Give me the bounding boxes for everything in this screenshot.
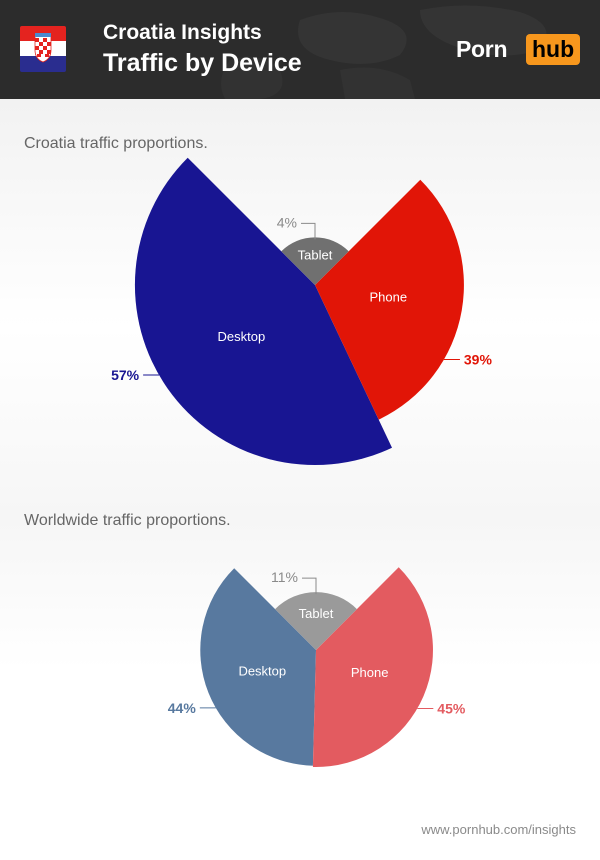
chart-title-croatia: Croatia traffic proportions.: [24, 135, 208, 152]
page-subtitle: Traffic by Device: [103, 49, 302, 77]
pie-slice-tablet: [275, 592, 357, 650]
chart-title-worldwide: Worldwide traffic proportions.: [24, 512, 231, 529]
footer-url[interactable]: www.pornhub.com/insights: [421, 822, 576, 837]
value-label-phone: 45%: [437, 701, 466, 717]
slice-label-phone: Phone: [351, 665, 389, 680]
page-title: Croatia Insights: [103, 21, 262, 44]
logo-text-right: hub: [526, 34, 581, 65]
leader-line-tablet: [302, 577, 317, 595]
pie-slice-tablet: [281, 237, 349, 285]
slice-label-tablet: Tablet: [299, 606, 334, 621]
pie-slice-desktop: [200, 568, 316, 766]
slice-label-desktop: Desktop: [238, 663, 286, 678]
world-map-background: [221, 5, 547, 99]
pie-slice-phone: [315, 179, 464, 420]
value-label-desktop: 57%: [111, 367, 140, 383]
header: Croatia Insights Traffic by Device Porn …: [0, 0, 600, 99]
value-label-tablet: 4%: [277, 214, 297, 230]
slice-label-phone: Phone: [370, 290, 408, 305]
pie-slice-desktop: [134, 157, 392, 466]
value-label-phone: 39%: [464, 351, 493, 367]
slice-label-tablet: Tablet: [298, 247, 333, 262]
logo-text-left: Porn: [456, 36, 508, 62]
slice-label-desktop: Desktop: [218, 329, 266, 344]
value-label-tablet: 11%: [271, 569, 298, 585]
leader-line-tablet: [301, 222, 316, 240]
value-label-desktop: 44%: [168, 700, 197, 716]
pie-slice-phone: [312, 567, 433, 768]
croatia-flag-icon: [20, 26, 66, 72]
